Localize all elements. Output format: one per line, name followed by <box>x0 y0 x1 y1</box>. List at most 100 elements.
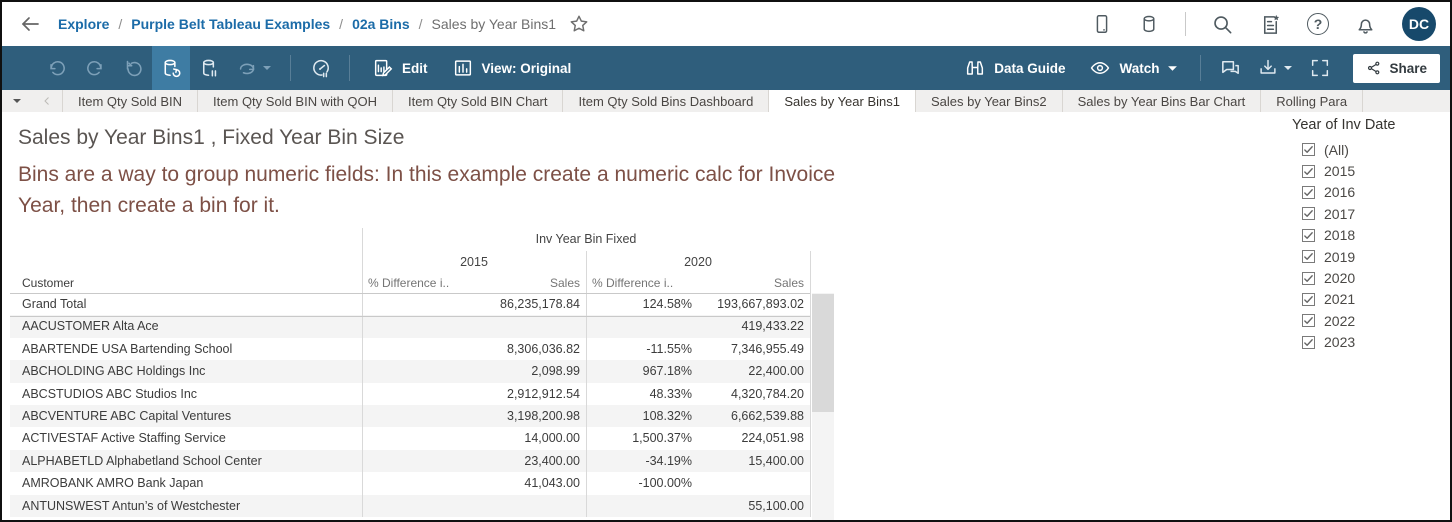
sales-2015-cell[interactable]: 86,235,178.84 <box>500 297 580 311</box>
notifications-bell-icon[interactable] <box>1354 13 1377 36</box>
back-arrow-icon[interactable] <box>18 12 42 36</box>
table-row[interactable]: AMROBANK AMRO Bank Japan 41,043.00 -100.… <box>10 472 810 494</box>
checkbox-checked-icon[interactable] <box>1302 228 1315 242</box>
pause-updates-button[interactable] <box>190 46 228 90</box>
filter-item-label[interactable]: 2017 <box>1324 205 1356 222</box>
filter-item-label[interactable]: 2019 <box>1324 248 1356 265</box>
pct-diff-2020-cell[interactable]: -11.55% <box>646 341 692 356</box>
sales-2015-cell[interactable]: 23,400.00 <box>524 453 580 468</box>
table-row[interactable]: ALPHABETLD Alphabetland School Center 23… <box>10 449 810 473</box>
pct-diff-2020-cell[interactable]: -34.19% <box>645 453 692 468</box>
undo-button[interactable] <box>38 46 76 90</box>
filter-item[interactable]: (All) <box>1292 139 1395 160</box>
filter-item[interactable]: 2017 <box>1292 203 1395 224</box>
breadcrumb-item[interactable]: Sales by Year Bins1 / <box>432 16 557 32</box>
sales-2015-cell[interactable]: 14,000.00 <box>524 431 580 446</box>
favorite-star-icon[interactable] <box>568 13 590 35</box>
revert-button[interactable] <box>114 46 152 90</box>
sales-2020-cell[interactable]: 55,100.00 <box>748 498 804 513</box>
checkbox-checked-icon[interactable] <box>1302 185 1315 199</box>
search-icon[interactable] <box>1211 13 1234 36</box>
sales-2020-cell[interactable]: 419,433.22 <box>741 319 804 334</box>
measure-header-pct-diff[interactable]: % Difference i.. <box>368 276 450 290</box>
year-header-2015[interactable]: 2015 <box>460 255 488 269</box>
checkbox-checked-icon[interactable] <box>1302 335 1315 349</box>
pct-diff-2020-cell[interactable]: 1,500.37% <box>632 431 692 446</box>
sales-2015-cell[interactable]: 8,306,036.82 <box>507 341 580 356</box>
filter-item-label[interactable]: 2015 <box>1324 163 1356 180</box>
filter-item[interactable]: 2019 <box>1292 246 1395 267</box>
sales-2020-cell[interactable]: 7,346,955.49 <box>731 341 804 356</box>
filter-item[interactable]: 2020 <box>1292 267 1395 288</box>
pct-diff-2015-cell[interactable] <box>362 338 474 360</box>
breadcrumb-item[interactable]: 02a Bins / <box>352 16 431 32</box>
sales-2020-cell[interactable]: 6,662,539.88 <box>731 408 804 423</box>
filter-item[interactable]: 2023 <box>1292 332 1395 353</box>
sheet-tab[interactable]: Item Qty Sold BIN <box>62 90 197 112</box>
customer-cell[interactable]: ALPHABETLD Alphabetland School Center <box>22 453 262 468</box>
checkbox-checked-icon[interactable] <box>1302 207 1315 221</box>
pct-diff-2015-cell[interactable] <box>362 427 474 449</box>
table-row[interactable]: Grand Total 86,235,178.84 124.58% 193,66… <box>10 293 810 315</box>
pct-diff-2015-cell[interactable] <box>362 450 474 472</box>
redo-button[interactable] <box>76 46 114 90</box>
checkbox-checked-icon[interactable] <box>1302 271 1315 285</box>
sales-2020-cell[interactable]: 22,400.00 <box>748 364 804 379</box>
download-button[interactable] <box>1249 46 1301 90</box>
table-row[interactable]: ABCHOLDING ABC Holdings Inc 2,098.99 967… <box>10 360 810 383</box>
watch-button[interactable]: Watch <box>1077 46 1190 90</box>
breadcrumb-label[interactable]: Sales by Year Bins1 <box>431 16 557 32</box>
table-row[interactable]: ACTIVESTAF Active Staffing Service 14,00… <box>10 427 810 449</box>
sales-2020-cell[interactable]: 224,051.98 <box>741 431 804 446</box>
data-source-icon[interactable] <box>1138 13 1160 35</box>
filter-item-label[interactable]: 2016 <box>1324 184 1356 201</box>
customer-cell[interactable]: ACTIVESTAF Active Staffing Service <box>22 431 226 446</box>
tab-scroll-left-button[interactable] <box>32 90 62 112</box>
pct-diff-2020-cell[interactable]: -100.00% <box>638 476 692 491</box>
sales-2015-cell[interactable]: 41,043.00 <box>524 476 580 491</box>
breadcrumb-label[interactable]: Explore <box>58 16 110 32</box>
pct-diff-2020-cell[interactable]: 108.32% <box>642 408 692 423</box>
checkbox-checked-icon[interactable] <box>1302 314 1315 328</box>
checkbox-checked-icon[interactable] <box>1302 250 1315 264</box>
vertical-scrollbar[interactable] <box>812 293 834 520</box>
document-star-icon[interactable] <box>1259 13 1282 36</box>
filter-item[interactable]: 2022 <box>1292 310 1395 331</box>
sales-2015-cell[interactable] <box>474 315 586 337</box>
measure-header-sales[interactable]: Sales <box>773 276 804 290</box>
filter-item[interactable]: 2016 <box>1292 182 1395 203</box>
share-button[interactable]: Share <box>1353 53 1440 83</box>
checkbox-checked-icon[interactable] <box>1302 164 1315 178</box>
dimension-header[interactable]: Customer <box>22 276 75 290</box>
filter-item-label[interactable]: 2020 <box>1324 270 1356 287</box>
tab-menu-button[interactable] <box>2 90 32 112</box>
filter-item-label[interactable]: 2021 <box>1324 291 1356 308</box>
pct-diff-2020-cell[interactable]: 967.18% <box>642 364 692 379</box>
breadcrumb-label[interactable]: 02a Bins <box>352 16 410 32</box>
customer-cell[interactable]: Grand Total <box>22 297 87 311</box>
sheet-tab[interactable]: Sales by Year Bins2 <box>914 90 1062 112</box>
pct-diff-2015-cell[interactable] <box>362 472 474 494</box>
view-original-button[interactable]: View: Original <box>440 46 584 90</box>
sales-2020-cell[interactable] <box>698 472 810 494</box>
sheet-tab[interactable]: Sales by Year Bins1 <box>768 90 915 112</box>
filter-item-label[interactable]: 2022 <box>1324 312 1356 329</box>
scrollbar-thumb[interactable] <box>812 294 834 412</box>
sales-2015-cell[interactable]: 2,098.99 <box>531 364 580 379</box>
table-row[interactable]: ABCSTUDIOS ABC Studios Inc 2,912,912.54 … <box>10 383 810 405</box>
device-preview-icon[interactable] <box>1091 13 1113 35</box>
breadcrumb-item[interactable]: Purple Belt Tableau Examples / <box>131 16 352 32</box>
replay-button[interactable] <box>228 46 280 90</box>
sheet-tab[interactable]: Item Qty Sold BIN with QOH <box>197 90 392 112</box>
pct-diff-2015-cell[interactable] <box>362 315 474 337</box>
data-guide-button[interactable]: Data Guide <box>952 46 1077 90</box>
column-group-header[interactable]: Inv Year Bin Fixed <box>535 232 637 246</box>
sales-2020-cell[interactable]: 193,667,893.02 <box>717 297 804 311</box>
refresh-data-button[interactable] <box>152 46 190 90</box>
pct-diff-2015-cell[interactable] <box>362 405 474 427</box>
table-row[interactable]: ABARTENDE USA Bartending School 8,306,03… <box>10 338 810 360</box>
customer-cell[interactable]: ABCSTUDIOS ABC Studios Inc <box>22 386 198 401</box>
sheet-tab[interactable]: Sales by Year Bins Bar Chart <box>1061 90 1261 112</box>
sales-2015-cell[interactable]: 2,912,912.54 <box>507 386 580 401</box>
table-row[interactable]: ANTUNSWEST Antun’s of Westchester 55,100… <box>10 494 810 517</box>
